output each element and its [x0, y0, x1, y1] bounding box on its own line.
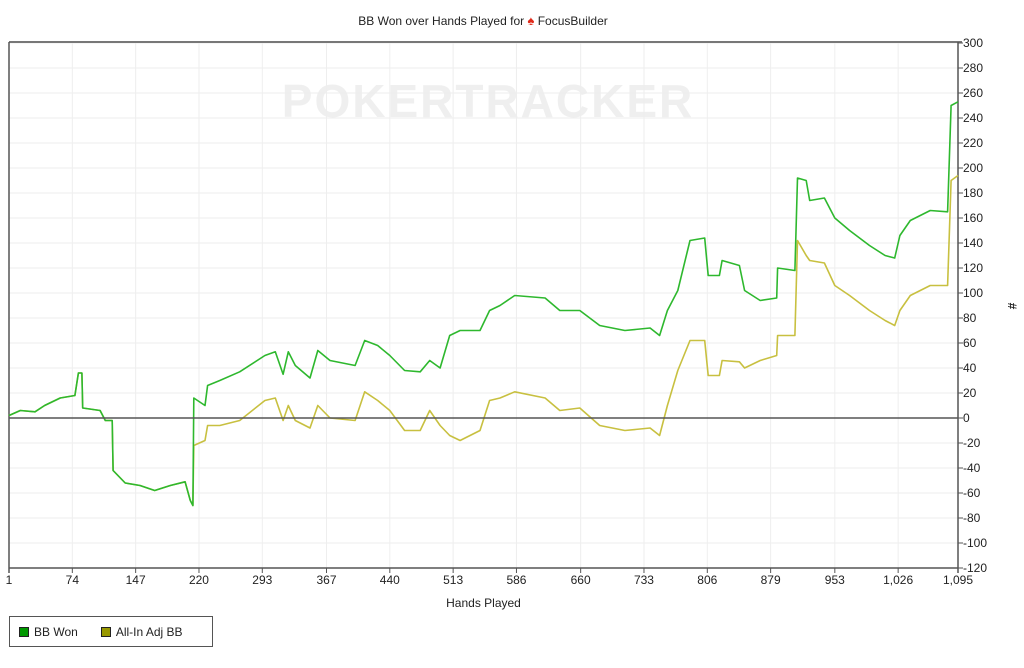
legend-swatch-bb-won	[19, 626, 29, 637]
y-tick-label: -120	[963, 561, 987, 575]
x-tick-label: 74	[66, 573, 80, 587]
x-tick-label: 953	[825, 573, 845, 587]
spade-icon: ♠	[527, 13, 535, 28]
y-tick-label: -60	[963, 486, 981, 500]
y-tick-label: 80	[963, 311, 977, 325]
y-tick-label: 280	[963, 61, 983, 75]
y-axis-label: #	[1005, 303, 1019, 310]
x-tick-label: 147	[126, 573, 146, 587]
y-tick-label: 140	[963, 236, 983, 250]
y-tick-label: -80	[963, 511, 981, 525]
x-tick-label: 586	[506, 573, 526, 587]
y-tick-label: 160	[963, 211, 983, 225]
y-tick-label: -100	[963, 536, 987, 550]
legend-label: BB Won	[34, 624, 78, 639]
watermark-logo: POKERTRACKER	[282, 75, 694, 127]
legend: BB Won All-In Adj BB	[9, 616, 213, 647]
legend-item-bb-won[interactable]: BB Won	[19, 625, 78, 639]
y-tick-label: -40	[963, 461, 981, 475]
x-tick-label: 293	[252, 573, 272, 587]
series-line-all-in-adj-bb	[8, 174, 959, 507]
y-tick-label: 300	[963, 36, 983, 50]
y-tick-label: 260	[963, 86, 983, 100]
x-tick-label: 513	[443, 573, 463, 587]
chart-title-text: BB Won over Hands Played for	[358, 14, 525, 28]
y-tick-label: 220	[963, 136, 983, 150]
legend-swatch-all-in-adj-bb	[100, 626, 111, 637]
legend-label: All-In Adj BB	[115, 624, 183, 639]
series-line-bb-won	[8, 101, 959, 507]
chart-title: BB Won over Hands Played for ♠ FocusBuil…	[0, 13, 966, 28]
y-tick-label: 100	[963, 286, 983, 300]
y-tick-label: 120	[963, 261, 983, 275]
legend-item-all-in-adj-bb[interactable]: All-In Adj BB	[100, 624, 183, 639]
x-tick-label: 879	[761, 573, 781, 587]
x-tick-label: 367	[316, 573, 336, 587]
x-tick-label: 733	[634, 573, 654, 587]
y-tick-label: 20	[963, 386, 977, 400]
x-tick-label: 1,026	[883, 573, 913, 587]
y-tick-label: 40	[963, 361, 977, 375]
x-tick-label: 1	[6, 573, 13, 587]
chart-title-player: FocusBuilder	[537, 14, 608, 28]
y-tick-label: 240	[963, 111, 983, 125]
x-tick-label: 220	[189, 573, 209, 587]
y-tick-label: 180	[963, 186, 983, 200]
x-tick-label: 660	[571, 573, 591, 587]
y-tick-label: 60	[963, 336, 977, 350]
y-tick-label: 0	[963, 411, 970, 425]
y-tick-label: -20	[963, 436, 981, 450]
x-tick-label: 440	[380, 573, 400, 587]
y-tick-label: 200	[963, 161, 983, 175]
x-tick-label: 1,095	[943, 573, 973, 587]
x-axis-label: Hands Played	[446, 596, 521, 610]
x-tick-label: 806	[697, 573, 717, 587]
